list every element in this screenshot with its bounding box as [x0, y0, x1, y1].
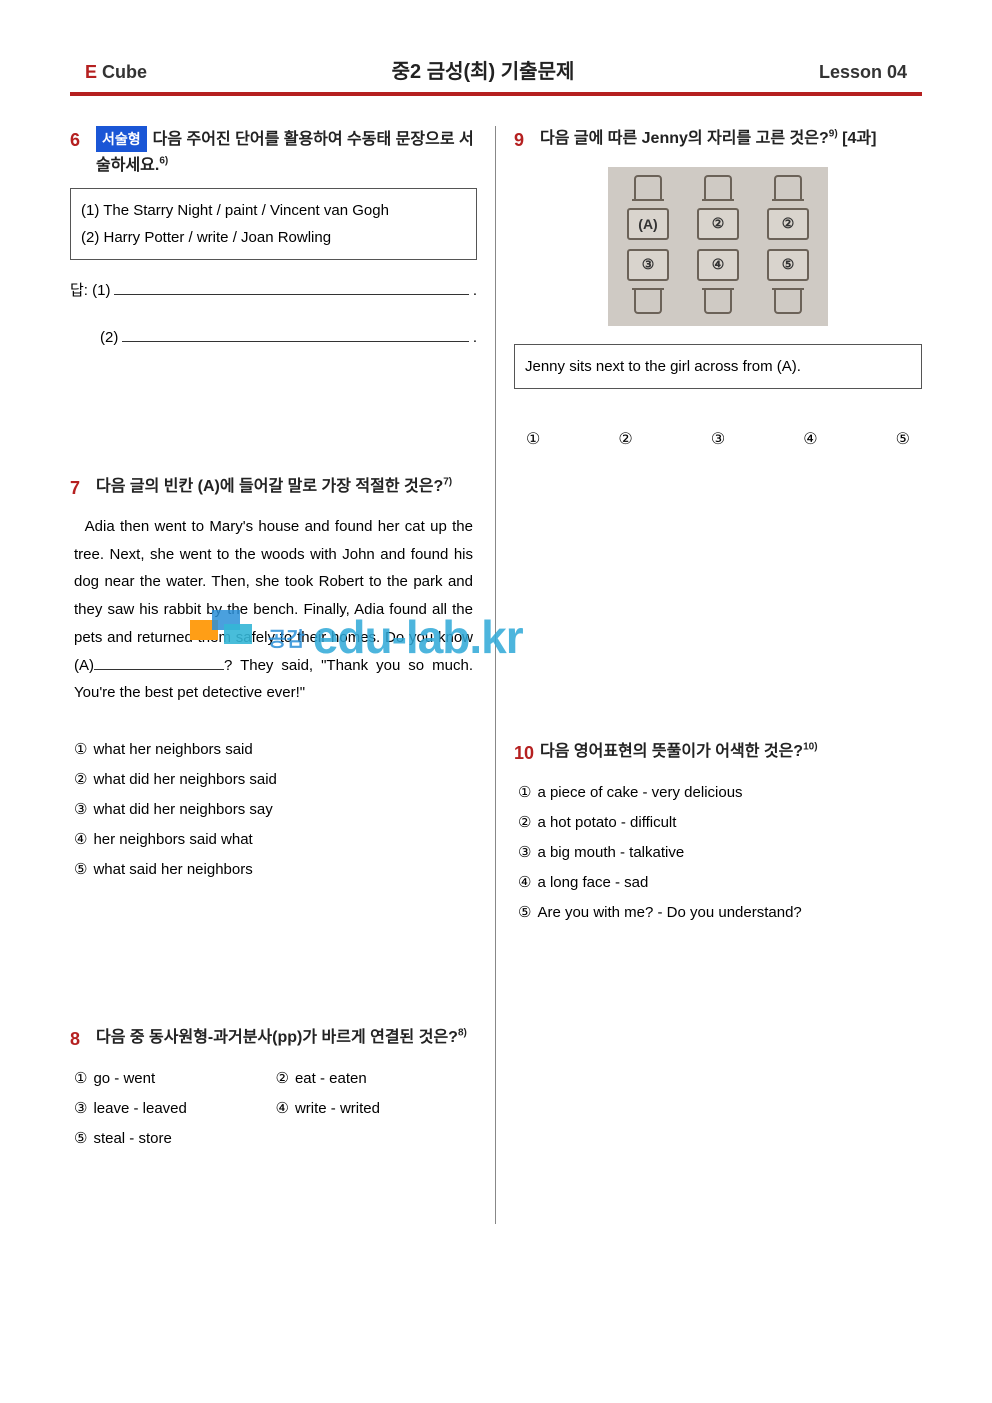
q7-choice-4[interactable]: ④her neighbors said what [74, 825, 477, 855]
q7-choice-1[interactable]: ①what her neighbors said [74, 735, 477, 765]
q6-item1: (1) The Starry Night / paint / Vincent v… [81, 197, 466, 224]
q9-choice-3[interactable]: ③ [711, 429, 725, 449]
q8-choice-4[interactable]: ④write - writed [276, 1094, 478, 1124]
chair-icon [634, 290, 662, 314]
desk-3: ③ [627, 249, 669, 281]
q8-choice-1[interactable]: ①go - went [74, 1064, 276, 1094]
q8-choice-2[interactable]: ②eat - eaten [276, 1064, 478, 1094]
blank-inline[interactable] [94, 669, 224, 670]
brand-prefix: E [85, 62, 97, 82]
q10-choice-1[interactable]: ①a piece of cake - very delicious [518, 778, 922, 808]
q7-title: 다음 글의 빈칸 (A)에 들어갈 말로 가장 적절한 것은?7) [96, 474, 477, 500]
q9-choice-2[interactable]: ② [618, 429, 632, 449]
q9-choice-4[interactable]: ④ [803, 429, 817, 449]
q9-title: 다음 글에 따른 Jenny의 자리를 고른 것은?9) [4과] [540, 126, 922, 152]
q6-answer1: 답: (1) . [70, 274, 477, 307]
q7-passage: Adia then went to Mary's house and found… [70, 513, 477, 707]
q10-choice-4[interactable]: ④a long face - sad [518, 868, 922, 898]
q6-answer2: (2) . [70, 321, 477, 354]
blank-line[interactable] [114, 280, 468, 295]
lesson-label: Lesson 04 [819, 62, 907, 83]
q7-choices: ①what her neighbors said ②what did her n… [70, 735, 477, 885]
q9-choices: ① ② ③ ④ ⑤ [514, 429, 922, 449]
q8-choice-5[interactable]: ⑤steal - store [74, 1124, 276, 1154]
blank-line[interactable] [122, 327, 468, 342]
question-7: 7 다음 글의 빈칸 (A)에 들어갈 말로 가장 적절한 것은?7) Adia… [70, 474, 477, 885]
chair-icon [774, 290, 802, 314]
q7-choice-3[interactable]: ③what did her neighbors say [74, 795, 477, 825]
q9-clue: Jenny sits next to the girl across from … [514, 344, 922, 389]
q9-diagram: (A) ② ② ③ ④ ⑤ [514, 167, 922, 326]
q6-tag: 서술형 [96, 126, 147, 152]
chair-icon [634, 175, 662, 199]
q10-choice-3[interactable]: ③a big mouth - talkative [518, 838, 922, 868]
desk-2a: ② [697, 208, 739, 240]
question-8: 8 다음 중 동사원형-과거분사(pp)가 바르게 연결된 것은?8) ①go … [70, 1025, 477, 1154]
brand-suffix: Cube [102, 62, 147, 82]
q10-choice-5[interactable]: ⑤Are you with me? - Do you understand? [518, 898, 922, 928]
chair-icon [774, 175, 802, 199]
q9-choice-5[interactable]: ⑤ [896, 429, 910, 449]
q8-title: 다음 중 동사원형-과거분사(pp)가 바르게 연결된 것은?8) [96, 1025, 477, 1051]
q7-choice-5[interactable]: ⑤what said her neighbors [74, 855, 477, 885]
q10-choices: ①a piece of cake - very delicious ②a hot… [514, 778, 922, 928]
content-columns: 6 서술형다음 주어진 단어를 활용하여 수동태 문장으로 서술하세요.6) (… [70, 126, 922, 1224]
q10-title: 다음 영어표현의 뜻풀이가 어색한 것은?10) [540, 739, 922, 765]
q6-item2: (2) Harry Potter / write / Joan Rowling [81, 224, 466, 251]
chair-icon [704, 290, 732, 314]
question-10: 10 다음 영어표현의 뜻풀이가 어색한 것은?10) ①a piece of … [514, 739, 922, 928]
question-9: 9 다음 글에 따른 Jenny의 자리를 고른 것은?9) [4과] (A) … [514, 126, 922, 449]
q9-choice-1[interactable]: ① [526, 429, 540, 449]
q6-number: 6 [70, 126, 96, 155]
desk-a: (A) [627, 208, 669, 240]
q8-choice-3[interactable]: ③leave - leaved [74, 1094, 276, 1124]
q7-choice-2[interactable]: ②what did her neighbors said [74, 765, 477, 795]
page-header: E Cube 중2 금성(최) 기출문제 Lesson 04 [70, 55, 922, 96]
desk-4: ④ [697, 249, 739, 281]
brand: E Cube [85, 62, 147, 83]
q6-title: 서술형다음 주어진 단어를 활용하여 수동태 문장으로 서술하세요.6) [96, 126, 477, 178]
page-title: 중2 금성(최) 기출문제 [392, 55, 575, 84]
desk-5: ⑤ [767, 249, 809, 281]
q8-number: 8 [70, 1025, 96, 1054]
q8-choices: ①go - went ②eat - eaten ③leave - leaved … [70, 1064, 477, 1154]
q9-number: 9 [514, 126, 540, 155]
chair-icon [704, 175, 732, 199]
desk-2b: ② [767, 208, 809, 240]
q10-number: 10 [514, 739, 540, 768]
left-column: 6 서술형다음 주어진 단어를 활용하여 수동태 문장으로 서술하세요.6) (… [70, 126, 496, 1224]
q6-box: (1) The Starry Night / paint / Vincent v… [70, 188, 477, 260]
question-6: 6 서술형다음 주어진 단어를 활용하여 수동태 문장으로 서술하세요.6) (… [70, 126, 477, 354]
q7-number: 7 [70, 474, 96, 503]
q10-choice-2[interactable]: ②a hot potato - difficult [518, 808, 922, 838]
right-column: 9 다음 글에 따른 Jenny의 자리를 고른 것은?9) [4과] (A) … [496, 126, 922, 1224]
